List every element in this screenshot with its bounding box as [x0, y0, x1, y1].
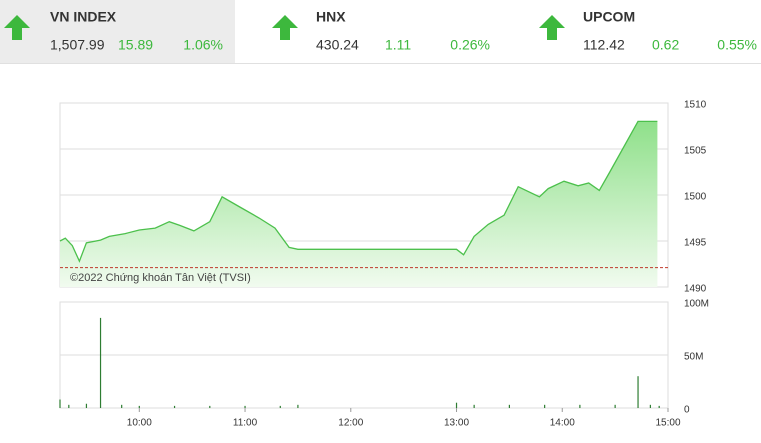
up-arrow [539, 15, 565, 40]
ticker-change: 1.11 [385, 37, 411, 53]
volume-bar [244, 405, 246, 408]
tab-active[interactable] [0, 0, 235, 63]
volume-bar [508, 404, 510, 408]
x-tick-label: 12:00 [338, 418, 363, 429]
x-tick-label: 11:00 [233, 418, 258, 429]
up-arrow [272, 15, 298, 40]
ticker-name: VN INDEX [50, 9, 117, 25]
x-tick-label: 10:00 [127, 418, 152, 429]
y-tick-label: 1495 [684, 238, 707, 249]
volume-bar [59, 399, 61, 408]
ticker-value: 430.24 [316, 37, 359, 53]
volume-bar [473, 404, 475, 408]
ticker-value: 1,507.99 [50, 37, 105, 53]
y-tick-label: 0 [684, 405, 690, 416]
ticker-name: UPCOM [583, 9, 635, 25]
ticker-pct: 0.55% [717, 37, 757, 53]
volume-bar [637, 376, 639, 408]
ticker[interactable]: UPCOM 112.42 0.62 0.55% [539, 9, 757, 53]
y-tick-label: 1500 [684, 192, 707, 203]
ticker-change: 15.89 [118, 37, 153, 53]
ticker-pct: 1.06% [183, 37, 223, 53]
volume-bar [544, 404, 546, 408]
ticker[interactable]: HNX 430.24 1.11 0.26% [272, 9, 490, 53]
volume-bar [173, 405, 176, 408]
y-tick-label: 1505 [684, 146, 707, 157]
ticker-value: 112.42 [583, 37, 625, 53]
volume-bar [68, 404, 70, 408]
volume-bar [121, 404, 123, 408]
area-fill [60, 121, 658, 288]
x-tick-label: 13:00 [444, 418, 469, 429]
volume-bar [279, 405, 281, 408]
ticker-change: 0.62 [652, 37, 679, 53]
y-tick-label: 1510 [684, 100, 707, 111]
y-tick-label: 1490 [684, 284, 707, 295]
y-tick-label: 100M [684, 299, 709, 310]
volume-bar [614, 404, 616, 408]
price-line [59, 120, 658, 263]
watermark: ©2022 Chứng khoán Tân Việt (TVSI) [70, 272, 251, 284]
volume-bar [455, 402, 458, 408]
x-tick-label: 15:00 [655, 418, 680, 429]
x-tick-label: 14:00 [550, 418, 575, 429]
y-tick-label: 50M [684, 352, 703, 363]
volume-bar [85, 403, 88, 408]
up-arrow [4, 15, 30, 40]
ticker[interactable]: VN INDEX 1,507.99 15.89 1.06% [4, 9, 223, 53]
ticker-pct: 0.26% [450, 37, 490, 53]
volume-bar [138, 405, 140, 408]
volume-bar [658, 405, 660, 408]
volume-bar [297, 404, 299, 408]
volume-bar [99, 317, 102, 408]
volume-bar [579, 404, 581, 408]
volume-bar [209, 405, 211, 408]
ticker-name: HNX [316, 9, 346, 25]
volume-bar [649, 404, 651, 408]
